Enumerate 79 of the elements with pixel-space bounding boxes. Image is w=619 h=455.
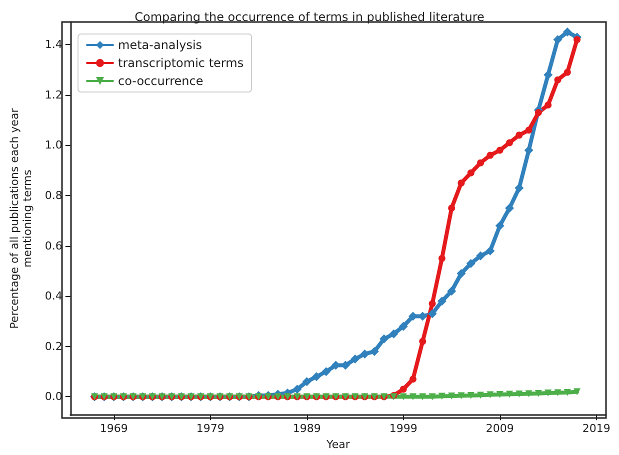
point — [486, 152, 494, 159]
point — [574, 388, 581, 396]
y-axis-title: Percentage of all publications each year mentioning terms — [8, 108, 34, 329]
point — [400, 386, 407, 393]
point — [322, 367, 331, 376]
point — [477, 159, 484, 166]
point — [506, 390, 513, 398]
point — [312, 372, 321, 382]
x-tick-label: 2009 — [486, 422, 514, 436]
y-tick-label: 0.6 — [44, 239, 62, 252]
x-tick-label: 1979 — [196, 422, 224, 436]
y-tick-label: 1.0 — [44, 138, 62, 152]
point — [419, 338, 426, 345]
point — [516, 390, 523, 398]
point — [458, 392, 465, 400]
point — [428, 393, 436, 400]
point — [504, 204, 514, 213]
point — [554, 389, 562, 396]
point — [350, 354, 360, 364]
point — [448, 204, 456, 212]
point — [400, 393, 407, 400]
point — [456, 269, 466, 278]
y-tick-label: 0.0 — [44, 390, 62, 404]
y-tick-label: 1.4 — [44, 38, 62, 52]
x-tick-label: 1989 — [292, 422, 321, 436]
point — [477, 392, 484, 399]
y-tick-label: 0.2 — [44, 340, 62, 353]
point — [360, 349, 370, 358]
x-tick-label: 1999 — [389, 422, 418, 436]
point — [437, 296, 446, 306]
point — [534, 390, 542, 397]
y-tick-label: 0.4 — [44, 290, 62, 303]
point — [389, 329, 398, 338]
point — [419, 393, 426, 400]
point — [292, 384, 302, 394]
point — [467, 392, 474, 399]
point — [516, 132, 523, 139]
point — [564, 68, 571, 76]
point — [438, 254, 446, 262]
point — [554, 76, 562, 84]
legend-label: co-occurrence — [118, 74, 204, 88]
point — [544, 389, 552, 396]
point — [458, 179, 465, 186]
point — [409, 393, 416, 400]
point — [553, 35, 562, 44]
point — [302, 377, 312, 386]
x-tick-label: 1969 — [100, 422, 128, 436]
point — [525, 390, 532, 398]
y-tick-label: 1.2 — [44, 88, 62, 102]
point — [495, 221, 504, 230]
point — [564, 388, 571, 396]
x-axis-title: Year — [326, 438, 350, 451]
chart-title: Comparing the occurrence of terms in published literature — [134, 10, 484, 24]
point — [525, 126, 532, 134]
y-tick-label: 0.8 — [44, 189, 62, 202]
point — [398, 322, 408, 331]
point — [544, 102, 552, 108]
legend-label: transcriptomic terms — [118, 56, 244, 70]
point — [506, 139, 513, 146]
point — [466, 258, 476, 268]
point — [486, 246, 495, 256]
point — [534, 109, 542, 116]
point — [428, 309, 437, 318]
point — [562, 28, 572, 37]
point — [496, 146, 504, 154]
point — [409, 376, 416, 383]
point — [524, 146, 534, 155]
point — [486, 391, 494, 398]
point — [496, 390, 504, 398]
x-tick-label: 2019 — [582, 422, 610, 436]
point — [448, 392, 456, 400]
point — [467, 169, 474, 176]
point — [428, 300, 436, 308]
point — [574, 36, 581, 44]
point — [476, 251, 486, 260]
point — [380, 334, 389, 344]
legend-label: meta-analysis — [118, 38, 202, 52]
point — [447, 286, 456, 296]
point — [438, 392, 446, 400]
